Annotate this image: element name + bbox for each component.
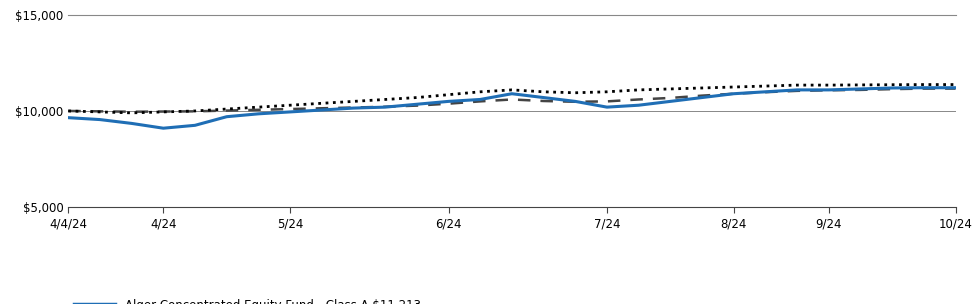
- Legend: Alger Concentrated Equity Fund - Class A $11,213, Russell 1000 Growth Index $11,: Alger Concentrated Equity Fund - Class A…: [74, 299, 421, 304]
